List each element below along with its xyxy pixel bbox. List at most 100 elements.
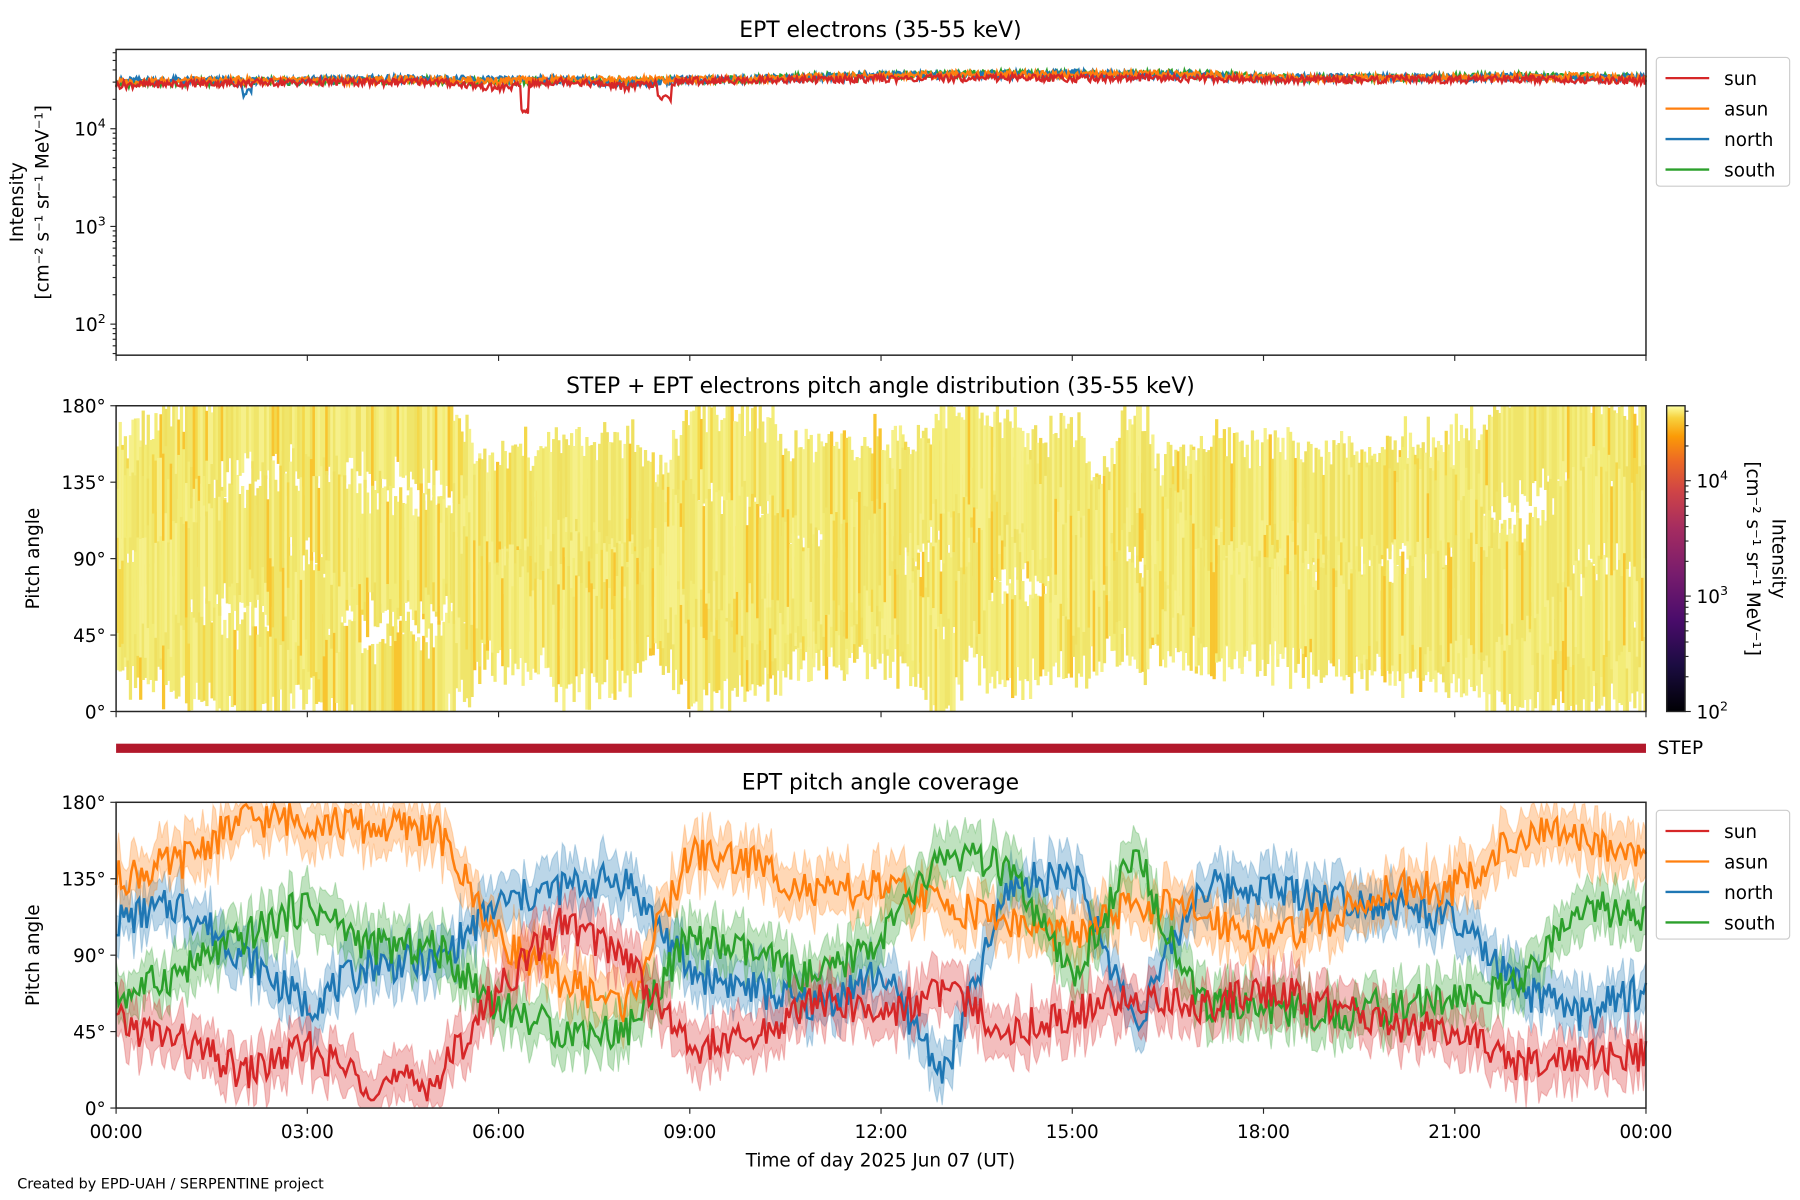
heatmap-cell bbox=[835, 512, 839, 632]
heatmap-cell bbox=[251, 536, 255, 627]
heatmap-cell bbox=[651, 452, 655, 569]
heatmap-cell bbox=[559, 610, 564, 687]
heatmap-cell bbox=[182, 523, 186, 630]
heatmap-cell bbox=[1095, 510, 1099, 592]
intensity-line-sun bbox=[114, 70, 1648, 115]
heatmap-cell bbox=[197, 500, 201, 613]
heatmap-cell bbox=[1643, 618, 1647, 712]
heatmap-cell bbox=[1192, 523, 1196, 627]
heatmap-cell bbox=[1046, 495, 1051, 577]
heatmap-cell bbox=[437, 621, 441, 712]
heatmap-cell bbox=[332, 405, 337, 476]
heatmap-cell bbox=[1166, 508, 1170, 586]
heatmap-cell bbox=[1008, 583, 1012, 678]
heatmap-cell bbox=[763, 442, 768, 518]
heatmap-cell bbox=[353, 405, 357, 481]
heatmap-cell bbox=[253, 626, 258, 712]
heatmap-cell bbox=[1566, 405, 1571, 492]
heatmap-cell bbox=[342, 405, 347, 483]
heatmap-cell bbox=[1449, 556, 1453, 644]
heatmap-cell bbox=[302, 440, 306, 556]
heatmap-cell bbox=[248, 405, 252, 452]
heatmap-cell bbox=[202, 505, 206, 587]
heatmap-cell bbox=[1368, 566, 1372, 646]
heatmap-cell bbox=[926, 442, 931, 541]
heatmap-cell bbox=[501, 440, 505, 549]
heatmap-cell bbox=[1426, 493, 1430, 571]
heatmap-cell bbox=[256, 488, 260, 595]
heatmap-cell bbox=[1526, 405, 1530, 502]
heatmap-cell bbox=[725, 405, 729, 510]
heatmap-cell bbox=[1049, 415, 1053, 516]
heatmap-cell bbox=[1317, 449, 1321, 539]
heatmap-cell bbox=[733, 546, 737, 653]
heatmap-cell bbox=[1296, 442, 1300, 523]
heatmap-cell bbox=[1105, 557, 1109, 639]
heatmap-cell bbox=[595, 595, 599, 683]
heatmap-cell bbox=[264, 475, 268, 583]
heatmap-cell bbox=[1028, 594, 1033, 699]
heatmap-cell bbox=[210, 508, 214, 622]
heatmap-cell bbox=[796, 538, 801, 627]
heatmap-cell bbox=[914, 567, 918, 687]
heatmap-cell bbox=[1309, 444, 1313, 563]
heatmap-cell bbox=[600, 549, 604, 650]
heatmap-cell bbox=[215, 604, 219, 712]
heatmap-cell bbox=[1204, 539, 1209, 648]
heatmap-cell bbox=[1569, 472, 1573, 591]
heatmap-cell bbox=[817, 433, 821, 531]
heatmap-cell bbox=[258, 405, 263, 472]
heatmap-cell bbox=[414, 508, 418, 611]
heatmap-cell bbox=[692, 549, 696, 628]
heatmap-cell bbox=[840, 523, 844, 611]
heatmap-cell bbox=[513, 444, 518, 545]
heatmap-cell bbox=[404, 405, 408, 476]
heatmap-cell bbox=[511, 586, 515, 676]
heatmap-cell bbox=[518, 577, 523, 659]
heatmap-cell bbox=[1510, 538, 1515, 624]
heatmap-cell bbox=[279, 611, 283, 690]
heatmap-cell bbox=[753, 605, 757, 696]
heatmap-cell bbox=[228, 612, 232, 696]
heatmap-cell bbox=[1329, 553, 1334, 663]
heatmap-cell bbox=[215, 501, 219, 587]
heatmap-cell bbox=[1526, 636, 1530, 712]
heatmap-cell bbox=[1426, 416, 1430, 533]
heatmap-cell bbox=[1174, 507, 1178, 591]
heatmap-cell bbox=[1521, 405, 1525, 495]
heatmap-cell bbox=[924, 427, 928, 550]
heatmap-cell bbox=[715, 617, 719, 693]
heatmap-cell bbox=[1582, 405, 1586, 486]
heatmap-cell bbox=[1566, 478, 1571, 587]
heatmap-cell bbox=[243, 507, 247, 608]
heatmap-cell bbox=[348, 484, 352, 583]
heatmap-cell bbox=[1245, 541, 1249, 651]
heatmap-cell bbox=[118, 569, 122, 648]
heatmap-cell bbox=[340, 405, 344, 483]
heatmap-cell bbox=[1482, 424, 1486, 514]
heatmap-cell bbox=[888, 464, 892, 576]
heatmap-cell bbox=[353, 618, 357, 712]
heatmap-cell bbox=[613, 431, 617, 548]
heatmap-cell bbox=[1179, 512, 1183, 615]
heatmap-cell bbox=[1503, 519, 1507, 600]
heatmap-cell bbox=[1220, 438, 1224, 519]
heatmap-cell bbox=[1577, 405, 1581, 489]
heatmap-cell bbox=[1477, 538, 1481, 660]
heatmap-cell bbox=[1498, 412, 1502, 520]
heatmap-cell bbox=[975, 542, 979, 637]
heatmap-cell bbox=[1311, 587, 1316, 675]
heatmap-cell bbox=[554, 596, 558, 703]
heatmap-cell bbox=[697, 500, 701, 596]
heatmap-cell bbox=[674, 494, 678, 615]
heatmap-cell bbox=[837, 504, 841, 606]
heatmap-cell bbox=[924, 587, 928, 700]
heatmap-cell bbox=[717, 431, 722, 515]
heatmap-cell bbox=[187, 528, 191, 644]
heatmap-cell bbox=[465, 536, 469, 650]
heatmap-cell bbox=[1107, 490, 1112, 573]
heatmap-cell bbox=[1350, 467, 1354, 570]
heatmap-cell bbox=[954, 580, 959, 678]
heatmap-cell bbox=[898, 468, 903, 556]
heatmap-cell bbox=[1365, 467, 1369, 571]
